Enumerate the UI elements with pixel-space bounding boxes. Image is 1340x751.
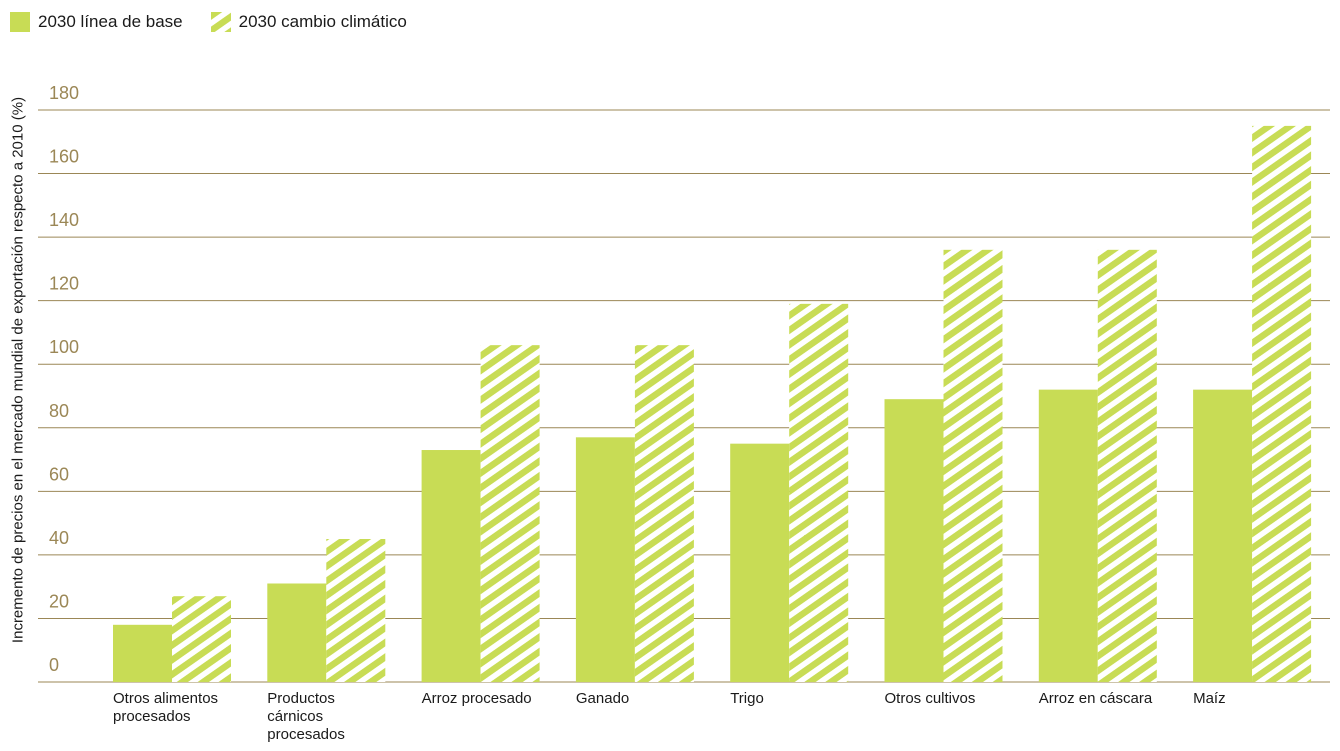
bar-climate-4 bbox=[789, 303, 849, 682]
y-tick-160: 160 bbox=[49, 147, 79, 167]
legend-label-baseline: 2030 línea de base bbox=[38, 12, 183, 31]
x-category-label-2: Arroz procesado bbox=[422, 690, 532, 707]
bar-climate-0 bbox=[172, 596, 231, 682]
bar-climate-7 bbox=[1252, 125, 1312, 682]
x-category-label-1: Productos cárnicos procesados bbox=[267, 690, 345, 743]
bar-baseline-3 bbox=[575, 437, 635, 682]
bar-baseline-0 bbox=[113, 624, 172, 682]
y-tick-120: 120 bbox=[49, 274, 79, 294]
y-tick-180: 180 bbox=[49, 83, 79, 103]
legend-label-climate: 2030 cambio climático bbox=[238, 12, 407, 31]
x-category-label-5: Otros cultivos bbox=[885, 690, 976, 707]
bar-baseline-6 bbox=[1038, 389, 1098, 682]
bar-baseline-4 bbox=[730, 443, 790, 682]
y-tick-0: 0 bbox=[49, 655, 59, 675]
bar-baseline-7 bbox=[1193, 389, 1253, 682]
legend-swatch-hatched bbox=[210, 12, 231, 32]
x-category-label-7: Maíz bbox=[1193, 690, 1226, 707]
bar-climate-5 bbox=[943, 249, 1003, 683]
bar-baseline-5 bbox=[884, 399, 944, 682]
y-axis-ticks: 0 20 40 60 80 100 120 140 160 180 bbox=[49, 83, 79, 675]
y-tick-80: 80 bbox=[49, 401, 69, 421]
x-category-label-4: Trigo bbox=[730, 690, 764, 707]
y-tick-100: 100 bbox=[49, 337, 79, 357]
y-tick-20: 20 bbox=[49, 591, 69, 611]
bar-baseline-2 bbox=[421, 450, 481, 682]
y-tick-140: 140 bbox=[49, 210, 79, 230]
y-tick-40: 40 bbox=[49, 528, 69, 548]
bar-climate-6 bbox=[1097, 249, 1157, 683]
bar-baseline-1 bbox=[267, 583, 327, 682]
bars bbox=[113, 125, 1312, 683]
legend: 2030 línea de base 2030 cambio climático bbox=[10, 12, 435, 32]
y-axis-title: Incremento de precios en el mercado mund… bbox=[9, 96, 27, 644]
legend-item-climate: 2030 cambio climático bbox=[210, 12, 407, 32]
x-axis-categories: Otros alimentos procesados Productos cárnic… bbox=[113, 690, 1226, 743]
x-category-label-6: Arroz en cáscara bbox=[1039, 690, 1153, 707]
bar-climate-2 bbox=[480, 345, 540, 682]
y-tick-60: 60 bbox=[49, 464, 69, 484]
legend-item-baseline: 2030 línea de base bbox=[10, 12, 183, 32]
x-category-label-3: Ganado bbox=[576, 690, 629, 707]
x-category-label-0: Otros alimentos procesados bbox=[113, 690, 218, 725]
bar-climate-3 bbox=[634, 345, 694, 682]
legend-swatch-solid bbox=[10, 12, 30, 32]
bar-climate-1 bbox=[326, 539, 386, 682]
